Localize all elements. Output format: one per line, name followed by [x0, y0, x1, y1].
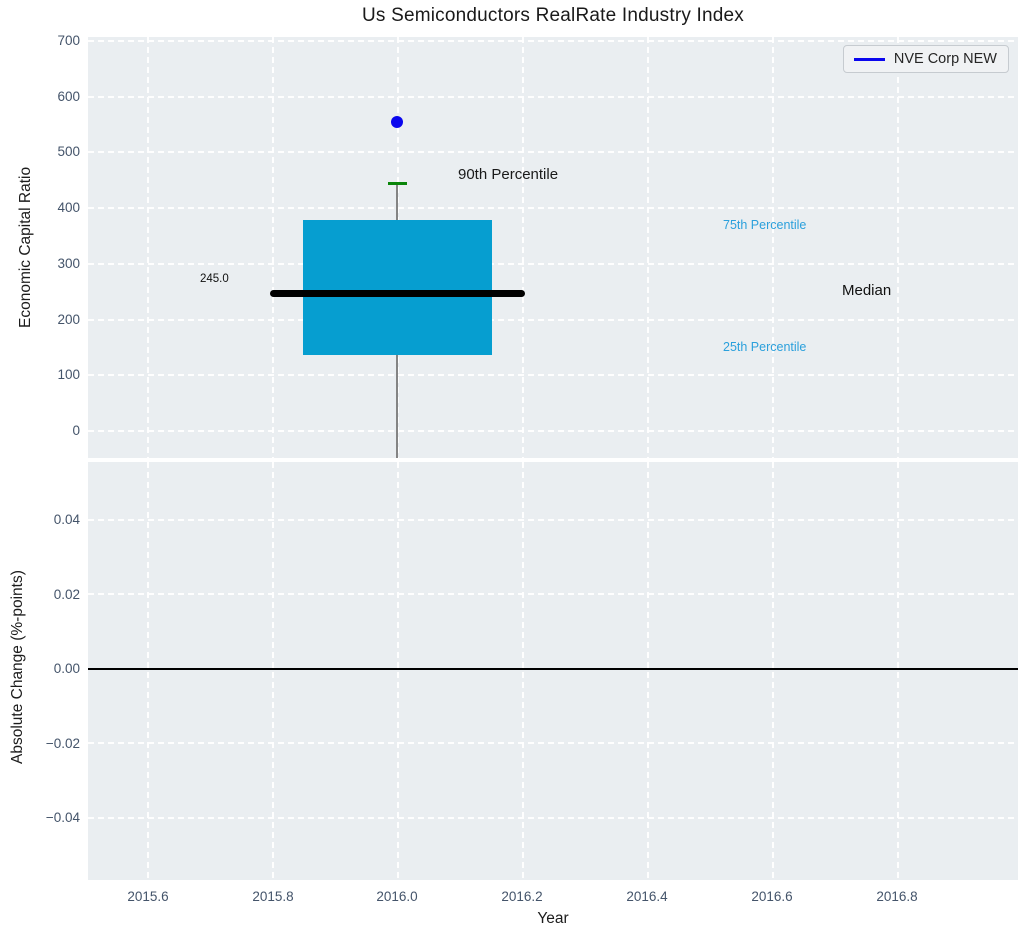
y-tick: 0.02 [53, 587, 80, 602]
y-tick: 0 [72, 423, 80, 438]
y-tick: 300 [57, 256, 80, 271]
median-label: Median [842, 282, 892, 299]
y-tick: 100 [57, 367, 80, 382]
iqr-box [303, 220, 492, 355]
gridline [522, 37, 524, 458]
gridline [647, 462, 649, 880]
gridline [897, 462, 899, 880]
bottom-subplot [88, 462, 1018, 880]
gridline [88, 263, 1018, 265]
y-tick: 0.00 [53, 661, 80, 676]
gridline [88, 742, 1018, 744]
y-tick: 600 [57, 89, 80, 104]
gridline [88, 151, 1018, 153]
gridline [522, 462, 524, 880]
x-axis-label: Year [537, 910, 569, 927]
y-tick: 500 [57, 144, 80, 159]
y-tick: 700 [57, 33, 80, 48]
p90-cap [388, 182, 407, 185]
gridline [88, 817, 1018, 819]
y-tick: 400 [57, 200, 80, 215]
gridline [272, 462, 274, 880]
x-tick: 2016.0 [376, 889, 418, 904]
gridline [397, 462, 399, 880]
p25-label: 25th Percentile [723, 340, 807, 354]
legend-line-swatch [853, 57, 885, 61]
gridline [147, 462, 149, 880]
legend: NVE Corp NEW [842, 45, 1009, 73]
chart-title: Us Semiconductors RealRate Industry Inde… [361, 5, 745, 26]
x-tick: 2016.2 [501, 889, 543, 904]
gridline [772, 37, 774, 458]
gridline [88, 430, 1018, 432]
top-subplot: 90th Percentile 75th Percentile Median 2… [88, 37, 1018, 458]
gridline [147, 37, 149, 458]
gridline [647, 37, 649, 458]
legend-label: NVE Corp NEW [893, 51, 997, 67]
top-y-axis-label: Economic Capital Ratio [17, 166, 34, 328]
y-tick: −0.02 [45, 736, 80, 751]
median-value-label: 245.0 [200, 273, 229, 285]
y-tick: 0.04 [53, 512, 80, 527]
gridline [88, 519, 1018, 521]
nve-corp-point [391, 116, 403, 128]
x-tick: 2016.6 [751, 889, 793, 904]
gridline [272, 37, 274, 458]
p75-label: 75th Percentile [723, 218, 807, 232]
x-tick: 2015.8 [252, 889, 294, 904]
gridline [88, 374, 1018, 376]
gridline [772, 462, 774, 880]
x-tick: 2016.8 [876, 889, 918, 904]
gridline [897, 37, 899, 458]
gridline [88, 593, 1018, 595]
p90-label: 90th Percentile [458, 166, 559, 183]
median-line [270, 290, 525, 297]
gridline [88, 40, 1018, 42]
x-tick: 2016.4 [626, 889, 668, 904]
gridline [88, 96, 1018, 98]
bottom-y-axis-label: Absolute Change (%-points) [9, 570, 26, 764]
gridline [88, 319, 1018, 321]
gridline [88, 207, 1018, 209]
zero-reference-line [88, 668, 1018, 670]
y-tick: 200 [57, 312, 80, 327]
x-tick: 2015.6 [127, 889, 169, 904]
y-tick: −0.04 [45, 810, 80, 825]
